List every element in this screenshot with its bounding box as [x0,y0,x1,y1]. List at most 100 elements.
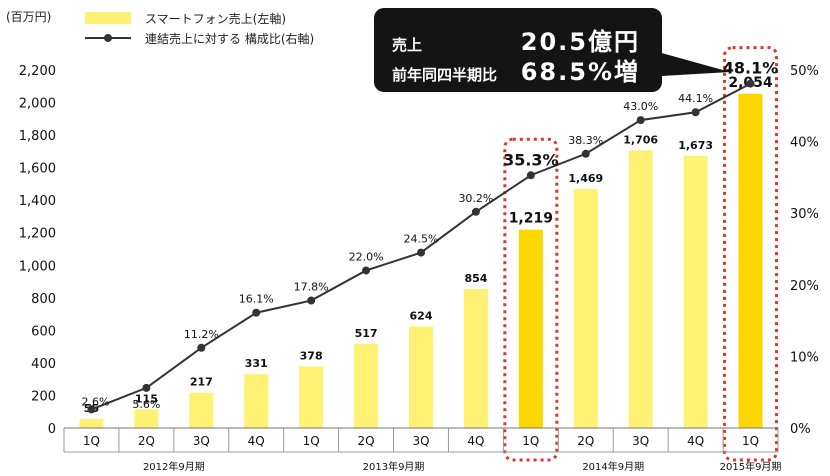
bar-value-label: 1,706 [623,133,658,146]
legend-bar-label: スマートフォン売上(左軸) [145,11,287,26]
ratio-point [746,79,755,88]
bar [354,343,379,428]
y-left-tick-label: 600 [31,324,56,339]
bar-value-label: 115 [135,392,158,405]
callout-row-growth: 前年同四半期比 68.5%増 [392,52,640,87]
ratio-point [636,116,645,125]
category-label: 1Q [83,434,100,448]
y-right-tick-label: 50% [790,64,819,79]
callout-growth-label: 前年同四半期比 [392,66,498,84]
ratio-value-label: 35.3% [503,150,559,169]
category-label: 1Q [522,434,539,448]
y-axis-unit-label: (百万円) [6,10,52,24]
bar [518,229,543,428]
y-right-tick-label: 0% [790,422,811,437]
ratio-point [362,266,371,275]
legend-line-swatch [85,32,131,44]
category-label: 4Q [467,434,484,448]
callout-sales-label: 売上 [392,36,423,54]
y-right-tick-label: 10% [790,350,819,365]
category-label: 3Q [632,434,649,448]
bar-value-label: 1,219 [509,211,553,227]
ratio-point [307,296,316,305]
legend-bar-swatch [85,12,131,24]
bar-value-label: 517 [355,327,378,340]
ratio-point [87,405,96,414]
callout-pointer [658,52,730,76]
ratio-point [417,248,425,257]
group-label: 2012年9月期 [143,460,205,473]
bar-value-label: 378 [300,349,323,362]
callout-row-sales: 売上 20.5億円 [392,22,640,57]
category-label: 4Q [248,434,265,448]
y-right-tick-label: 40% [790,136,819,151]
callout-sales-value: 20.5億円 [520,28,640,56]
y-left-tick-label: 1,200 [19,227,56,242]
ratio-point [142,383,151,392]
y-left-tick-label: 1,600 [19,162,56,177]
bar-value-label: 1,673 [678,139,713,152]
y-left-tick-label: 1,800 [19,129,56,144]
ratio-point [197,343,206,352]
legend-line-label: 連結売上に対する 構成比(右軸) [145,31,315,46]
category-label: 3Q [412,434,429,448]
bar [683,155,708,429]
ratio-point [252,308,261,317]
ratio-point [526,171,535,180]
y-left-tick-label: 200 [31,389,56,404]
bar [189,392,214,428]
bar-value-label: 624 [410,309,433,322]
bar-value-label: 854 [464,272,487,285]
ratio-point [471,207,480,216]
y-left-tick-label: 800 [31,292,56,307]
ratio-value-label: 16.1% [239,293,274,306]
group-label: 2013年9月期 [363,460,425,473]
legend-item-bar: スマートフォン売上(左軸) [85,8,314,28]
y-left-tick-label: 2,000 [19,97,56,112]
callout-growth-value: 68.5%増 [520,58,640,86]
y-left-tick-label: 1,400 [19,194,56,209]
bar-value-label: 217 [190,376,213,389]
legend: スマートフォン売上(左軸) 連結売上に対する 構成比(右軸) [85,8,314,48]
y-right-tick-label: 20% [790,279,819,294]
category-label: 2Q [138,434,155,448]
ratio-point [691,108,700,117]
y-left-tick-label: 400 [31,357,56,372]
bar [573,188,598,428]
ratio-value-label: 11.2% [184,328,219,341]
ratio-value-label: 24.5% [404,233,439,246]
group-label: 2014年9月期 [582,460,644,473]
y-left-tick-label: 0 [48,422,56,437]
legend-item-line: 連結売上に対する 構成比(右軸) [85,28,314,48]
ratio-value-label: 38.3% [568,134,603,147]
category-label: 2Q [577,434,594,448]
ratio-value-label: 30.2% [458,192,493,205]
bar [244,374,269,428]
ratio-value-label: 44.1% [678,92,713,105]
bar [463,289,488,428]
ratio-point [581,149,590,158]
group-label: 2015年9月期 [720,460,782,473]
category-label: 2Q [358,434,375,448]
y-left-tick-label: 1,000 [19,259,56,274]
category-label: 1Q [303,434,320,448]
category-label: 4Q [687,434,704,448]
ratio-value-label: 5.6% [132,398,160,411]
category-label: 3Q [193,434,210,448]
ratio-value-label: 43.0% [623,100,658,113]
ratio-value-label: 48.1% [723,59,779,78]
bar [79,419,104,428]
bar-value-label: 1,469 [568,172,603,185]
bar [409,326,433,428]
bar [299,366,324,428]
bar-value-label: 331 [245,357,268,370]
ratio-value-label: 2.6% [81,395,109,408]
highlight-box [723,46,779,462]
ratio-value-label: 22.0% [349,250,384,263]
bar [134,409,159,428]
y-right-tick-label: 30% [790,207,819,222]
bar [628,150,653,428]
y-left-tick-label: 2,200 [19,64,56,79]
category-label: 1Q [742,434,759,448]
